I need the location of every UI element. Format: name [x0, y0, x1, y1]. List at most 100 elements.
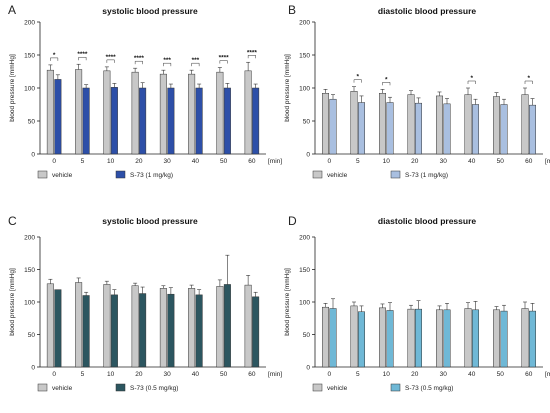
panel-a-significance-bracket	[78, 56, 87, 61]
panel-a-significance-label: ****	[77, 51, 88, 58]
panel-c-letter: C	[8, 214, 17, 228]
panel-a-x-tick-label: 10	[107, 158, 115, 165]
panel-b-x-unit: [min]	[545, 158, 550, 165]
panel-d-x-tick-label: 20	[411, 371, 419, 378]
panel-d-bar-treatment	[443, 309, 451, 368]
panel-a-significance-bracket	[219, 60, 228, 64]
panel-b-bar-vehicle	[407, 94, 415, 155]
panel-c-bar-vehicle	[159, 288, 167, 368]
panel-b-legend-swatch-vehicle	[312, 170, 323, 179]
panel-b-bar-treatment	[443, 103, 451, 155]
panel-a-significance-bracket	[106, 59, 115, 63]
panel-d-y-tick-label: 200	[299, 235, 310, 242]
panel-b-y-axis-label: blood pressure [mmHg]	[284, 54, 291, 122]
panel-b-bar-treatment	[529, 104, 536, 155]
panel-c-y-tick-label: 150	[24, 267, 35, 274]
panel-a-bar-vehicle	[46, 69, 54, 155]
panel-d-bar-treatment	[500, 310, 508, 368]
panel-c-legend-label-vehicle: vehicle	[52, 385, 73, 392]
panel-b-bar-vehicle	[436, 95, 443, 155]
panel-b-significance-label: *	[356, 74, 359, 81]
panel-a-bar-treatment	[110, 87, 118, 155]
panel-c-x-tick-label: 5	[81, 371, 85, 378]
panel-b-x-tick-label: 60	[525, 158, 533, 165]
panel-a-x-tick-label: 5	[81, 158, 85, 165]
panel-d-bar-vehicle	[521, 308, 529, 368]
panel-a-significance-label: ****	[106, 54, 117, 61]
panel-b-x-tick-label: 40	[468, 158, 476, 165]
panel-a-significance-bracket	[134, 60, 143, 65]
panel-a-y-tick-label: 0	[31, 152, 35, 159]
panel-a-x-tick-label: 0	[52, 158, 56, 165]
panel-b-y-tick-label: 150	[299, 53, 310, 60]
panel-d-bar-treatment	[358, 311, 365, 368]
panel-a-y-tick-label: 50	[28, 119, 36, 126]
panel-c-x-tick-label: 60	[248, 371, 256, 378]
panel-d-x-tick-label: 30	[440, 371, 448, 378]
panel-c-bar-vehicle	[103, 284, 111, 368]
panel-c-y-tick-label: 200	[24, 235, 35, 242]
panel-c-y-tick-label: 100	[24, 300, 35, 307]
panel-a-bar-treatment	[54, 79, 62, 155]
panel-b-bar-treatment	[386, 102, 394, 155]
panel-d-legend-swatch-treatment	[390, 383, 401, 392]
panel-d-bar-vehicle	[464, 308, 472, 368]
panel-d-bar-vehicle	[322, 306, 329, 368]
panel-a-x-tick-label: 60	[248, 158, 256, 165]
panel-a-x-tick-label: 50	[220, 158, 228, 165]
panel-b-x-tick-label: 50	[497, 158, 505, 165]
panel-d-letter: D	[288, 214, 297, 228]
panel-c-title: systolic blood pressure	[102, 216, 198, 226]
panel-b-x-tick-label: 0	[327, 158, 331, 165]
panel-a-significance-bracket	[50, 57, 59, 61]
panel-a-x-unit: [min]	[268, 158, 282, 165]
panel-c-bar-vehicle	[131, 285, 139, 368]
panel-b-x-tick-label: 20	[411, 158, 419, 165]
panel-a-significance-bracket	[247, 55, 256, 59]
panel-d-bar-vehicle	[493, 309, 500, 368]
panel-b-y-tick-label: 50	[303, 119, 311, 126]
panel-d-title: diastolic blood pressure	[378, 216, 477, 226]
panel-c-bar-vehicle	[188, 288, 196, 368]
panel-c-legend-swatch-treatment	[115, 383, 126, 392]
panel-a-significance-label: *	[53, 52, 56, 59]
panel-b-bar-treatment	[329, 98, 337, 155]
panel-b-bar-vehicle	[379, 93, 386, 155]
panel-a-y-axis-label: blood pressure [mmHg]	[9, 54, 16, 122]
panel-c-bar-treatment	[223, 284, 231, 368]
panel-a-title: systolic blood pressure	[102, 6, 198, 16]
panel-c-bar-treatment	[82, 295, 90, 368]
panel-b-bar-vehicle	[350, 91, 358, 155]
panel-c-x-tick-label: 50	[220, 371, 228, 378]
panel-d-x-unit: [min]	[545, 371, 550, 378]
panel-d-y-tick-label: 150	[299, 267, 310, 274]
panel-a-bar-vehicle	[131, 71, 139, 155]
panel-d-legend-label-vehicle: vehicle	[327, 385, 348, 392]
panel-d-x-tick-label: 40	[468, 371, 476, 378]
panel-a-significance-label: ***	[192, 57, 200, 64]
panel-d-y-axis-label: blood pressure [mmHg]	[284, 268, 291, 336]
panel-a-significance-label: ****	[219, 55, 230, 62]
panel-a-significance-bracket	[163, 62, 172, 67]
panel-b-bar-vehicle	[322, 93, 329, 155]
panel-c-bar-treatment	[195, 294, 203, 368]
panel-d-y-tick-label: 0	[306, 365, 310, 372]
panel-a-x-tick-label: 30	[164, 158, 172, 165]
panel-a-legend-label-treatment: S-73 (1 mg/kg)	[130, 172, 173, 179]
panel-c-y-tick-label: 0	[31, 365, 35, 372]
panel-a-bar-treatment	[167, 87, 175, 155]
panel-a-bar-vehicle	[75, 69, 83, 155]
panel-c-bar-treatment	[110, 294, 118, 368]
panel-a-bar-treatment	[252, 87, 260, 155]
panel-b-legend-swatch-treatment	[390, 170, 401, 179]
panel-b-x-tick-label: 30	[440, 158, 448, 165]
panel-d-legend-label-treatment: S-73 (0.5 mg/kg)	[405, 385, 453, 392]
panel-c-legend-swatch-vehicle	[37, 383, 48, 392]
panel-b-y-tick-label: 100	[299, 86, 310, 93]
panel-c-x-tick-label: 40	[192, 371, 200, 378]
panel-b-x-tick-label: 5	[356, 158, 360, 165]
panel-b-bar-treatment	[472, 104, 479, 155]
panel-b-bar-vehicle	[464, 94, 472, 155]
